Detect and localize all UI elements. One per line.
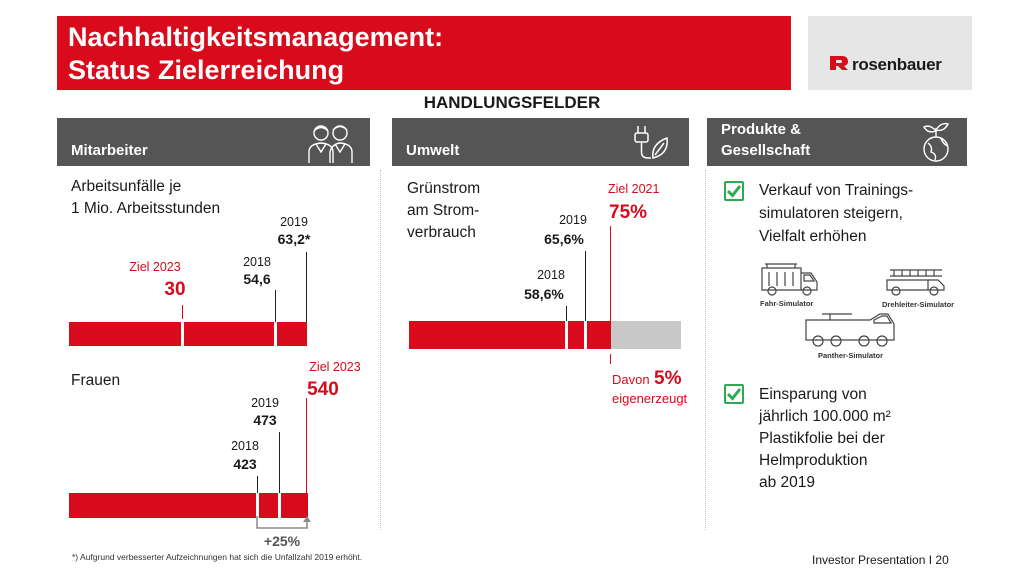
gruenstrom-2019-marker: [585, 251, 586, 321]
item2-line2: jährlich 100.000 m²: [759, 408, 891, 425]
drehleiter-simulator-label: Drehleiter-Simulator: [882, 300, 955, 309]
unfaelle-ziel-marker: [182, 305, 183, 319]
gruenstrom-2018-value: 58,6%: [524, 286, 564, 302]
item2-line5: ab 2019: [759, 474, 816, 491]
column-divider: [380, 170, 381, 530]
item2-line3: Plastikfolie bei der: [759, 430, 885, 447]
fahr-simulator-label: Fahr-Simulator: [760, 299, 814, 308]
gruenstrom-2018-year: 2018: [537, 268, 565, 282]
frauen-2019-marker: [279, 432, 280, 493]
unfaelle-2018-separator: [274, 322, 277, 346]
item1-line1: Verkauf von Trainings-: [759, 182, 914, 199]
turntable-ladder-icon: [886, 269, 945, 296]
frauen-ziel-marker: [306, 398, 307, 493]
frauen-2018-year: 2018: [231, 439, 259, 453]
fire-truck-icon: [761, 263, 818, 296]
column-header-umwelt: Umwelt: [392, 118, 689, 166]
frauen-2019-value: 473: [253, 412, 277, 428]
gruenstrom-davon-marker: [610, 354, 611, 364]
people-icon: [308, 125, 353, 163]
logo-box: rosenbauer: [808, 16, 972, 90]
unfaelle-2018-marker: [275, 290, 276, 322]
unfaelle-2019-marker: [306, 252, 307, 322]
frauen-increase-label: +25%: [263, 533, 301, 549]
unfaelle-ziel-value: 30: [164, 279, 186, 300]
title-line-1: Nachhaltigkeitsmanagement:: [68, 22, 444, 52]
unfaelle-2018-value: 54,6: [243, 271, 271, 287]
davon-value: 5%: [654, 368, 682, 389]
column-header-label: Produkte & Gesellschaft: [721, 119, 810, 161]
gruenstrom-ziel-value: 75%: [609, 202, 648, 223]
unfaelle-2018-year: 2018: [243, 255, 271, 269]
frauen-2019-separator: [278, 493, 281, 518]
davon-prefix: Davon: [612, 372, 650, 387]
frauen-label: Frauen: [71, 372, 121, 389]
gruenstrom-ziel-marker: [610, 226, 611, 349]
column-header-produkte: Produkte & Gesellschaft: [707, 118, 967, 166]
unfaelle-ziel-separator: [181, 322, 184, 346]
gruenstrom-2019-separator: [584, 321, 587, 349]
item1-line2: simulatoren steigern,: [759, 205, 903, 222]
column-header-label: Umwelt: [406, 142, 460, 159]
gruenstrom-2019-year: 2019: [559, 213, 587, 227]
unfaelle-2019-value: 63,2*: [277, 231, 311, 247]
unfaelle-bar: [69, 322, 307, 346]
gruenstrom-2018-separator: [565, 321, 568, 349]
airport-crash-tender-icon: [805, 313, 895, 347]
gruenstrom-2018-marker: [566, 306, 567, 321]
gruenstrom-label-line3: verbrauch: [407, 224, 476, 241]
arbeitsunfaelle-label-line1: Arbeitsunfälle je: [71, 178, 182, 195]
column-header-label-line2: Gesellschaft: [721, 142, 811, 159]
frauen-bar: [69, 493, 308, 518]
frauen-2018-value: 423: [233, 456, 257, 472]
logo-text: rosenbauer: [852, 55, 942, 74]
davon-line: Davon 5%: [612, 368, 682, 390]
rosenbauer-logo-icon: [830, 56, 848, 70]
column-header-label: Mitarbeiter: [71, 142, 148, 159]
panther-simulator-label: Panther-Simulator: [818, 351, 884, 360]
frauen-2019-year: 2019: [251, 396, 279, 410]
globe-plant-icon: [923, 122, 950, 162]
gruenstrom-label-line1: Grünstrom: [407, 180, 481, 197]
title-banner: Nachhaltigkeitsmanagement: Status Zieler…: [57, 16, 791, 90]
arbeitsunfaelle-label-line2: 1 Mio. Arbeitsstunden: [71, 200, 221, 217]
frauen-ziel-label: Ziel 2023: [309, 360, 361, 374]
checkmark-icon: [724, 384, 744, 404]
increase-bracket: [256, 516, 311, 529]
unfaelle-ziel-label: Ziel 2023: [129, 260, 181, 274]
plug-leaf-icon: [634, 126, 668, 159]
frauen-ziel-value: 540: [307, 379, 339, 400]
column-header-mitarbeiter: Mitarbeiter: [57, 118, 370, 166]
section-heading: HANDLUNGSFELDER: [423, 93, 601, 112]
page-footer: Investor Presentation I 20: [812, 553, 949, 567]
item1-line3: Vielfalt erhöhen: [759, 228, 867, 245]
footnote: *) Aufgrund verbesserter Aufzeichnungen …: [72, 552, 363, 562]
title-line-2: Status Zielerreichung: [68, 55, 345, 85]
gruenstrom-2019-value: 65,6%: [544, 231, 584, 247]
frauen-2018-separator: [256, 493, 259, 518]
item2-line4: Helmproduktion: [759, 452, 868, 469]
checkmark-icon: [724, 181, 744, 201]
gruenstrom-bar: [409, 321, 610, 349]
davon-suffix: eigenerzeugt: [612, 391, 688, 406]
gruenstrom-ziel-label: Ziel 2021: [608, 182, 660, 196]
gruenstrom-label-line2: am Strom-: [407, 202, 480, 219]
column-divider: [705, 170, 706, 530]
item2-line1: Einsparung von: [759, 386, 867, 403]
frauen-2018-marker: [257, 476, 258, 493]
unfaelle-2019-year: 2019: [280, 215, 308, 229]
column-header-label-line1: Produkte &: [721, 121, 802, 138]
